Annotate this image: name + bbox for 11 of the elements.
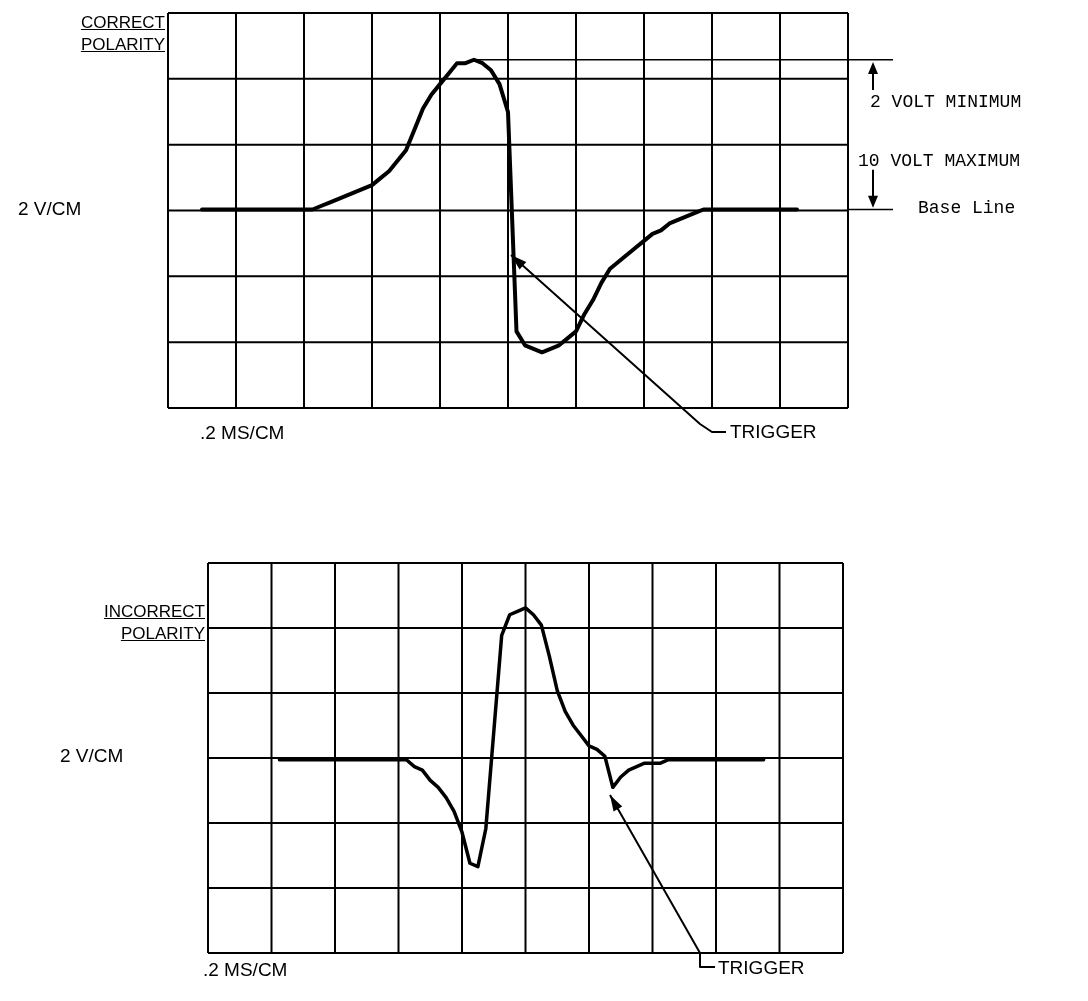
text: TRIGGER (718, 957, 805, 979)
x-axis-title: .2 MS/CM (203, 959, 288, 981)
y-axis-title: 2 V/CM (60, 745, 124, 767)
chart-title: CORRECT POLARITY (79, 12, 165, 56)
text: 10 VOLT MAXIMUM (858, 151, 1021, 171)
ref-line-label: Base Line (918, 198, 1016, 219)
chart-title: INCORRECT POLARITY (102, 601, 205, 645)
text: TRIGGER (730, 421, 817, 443)
text: 2 VOLT MINIMUM (870, 92, 1022, 112)
x-axis-title: .2 MS/CM (200, 422, 285, 444)
y-axis-title: 2 V/CM (18, 198, 82, 220)
